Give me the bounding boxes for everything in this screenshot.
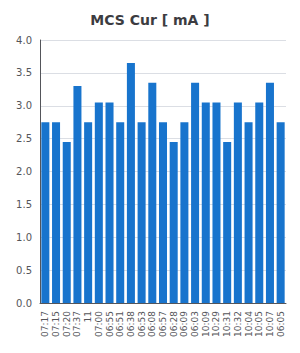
svg-text:06:08: 06:08	[147, 311, 157, 337]
svg-text:0.5: 0.5	[16, 265, 32, 276]
svg-text:1.0: 1.0	[16, 232, 32, 243]
svg-text:10:07: 10:07	[265, 311, 275, 337]
svg-text:06:28: 06:28	[169, 311, 179, 337]
svg-text:06:38: 06:38	[126, 311, 136, 337]
svg-text:06:09: 06:09	[179, 311, 189, 337]
svg-text:0.0: 0.0	[16, 298, 32, 309]
svg-text:3.5: 3.5	[16, 67, 32, 78]
svg-text:07:37: 07:37	[72, 311, 82, 337]
svg-text:4.0: 4.0	[16, 35, 32, 46]
svg-text:06:53: 06:53	[137, 311, 147, 337]
svg-text:11: 11	[83, 311, 93, 322]
svg-text:07:15: 07:15	[51, 311, 61, 337]
svg-text:10:31: 10:31	[222, 311, 232, 337]
svg-text:06:51: 06:51	[115, 311, 125, 337]
svg-text:07:17: 07:17	[40, 311, 50, 337]
svg-text:06:05: 06:05	[276, 311, 286, 337]
svg-text:06:57: 06:57	[158, 311, 168, 337]
svg-text:10:09: 10:09	[201, 311, 211, 337]
svg-text:07:00: 07:00	[94, 311, 104, 337]
svg-text:MCS Cur [ mA ]: MCS Cur [ mA ]	[90, 12, 209, 28]
svg-text:2.5: 2.5	[16, 133, 32, 144]
svg-text:10:04: 10:04	[244, 311, 254, 337]
svg-text:10:05: 10:05	[254, 311, 264, 337]
svg-text:07:20: 07:20	[62, 311, 72, 337]
svg-text:06:55: 06:55	[105, 311, 115, 337]
svg-text:06:03: 06:03	[190, 311, 200, 337]
svg-text:2.0: 2.0	[16, 166, 32, 177]
svg-text:10:32: 10:32	[233, 311, 243, 337]
svg-text:1.5: 1.5	[16, 199, 32, 210]
svg-text:10:29: 10:29	[211, 311, 221, 337]
svg-text:3.0: 3.0	[16, 100, 32, 111]
